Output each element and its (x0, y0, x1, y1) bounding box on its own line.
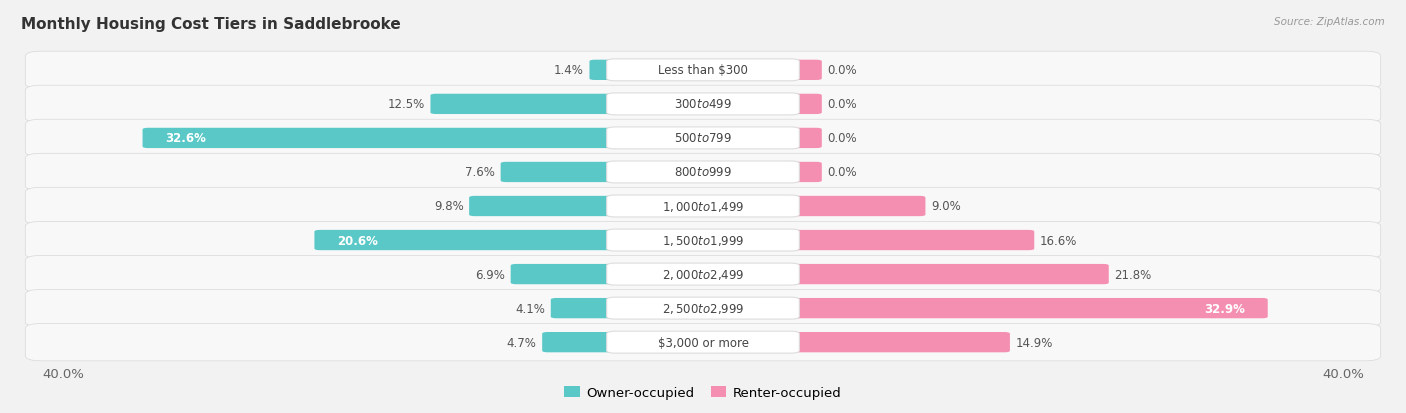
FancyBboxPatch shape (25, 324, 1381, 361)
Text: 9.8%: 9.8% (434, 200, 464, 213)
Text: 40.0%: 40.0% (42, 368, 84, 380)
FancyBboxPatch shape (785, 230, 1035, 251)
Text: 9.0%: 9.0% (931, 200, 960, 213)
Text: $1,500 to $1,999: $1,500 to $1,999 (662, 233, 744, 247)
Text: 0.0%: 0.0% (827, 132, 858, 145)
Text: 7.6%: 7.6% (465, 166, 495, 179)
Legend: Owner-occupied, Renter-occupied: Owner-occupied, Renter-occupied (560, 381, 846, 404)
FancyBboxPatch shape (607, 195, 799, 218)
FancyBboxPatch shape (510, 264, 621, 285)
FancyBboxPatch shape (785, 128, 821, 149)
Text: 12.5%: 12.5% (388, 98, 425, 111)
FancyBboxPatch shape (785, 298, 1268, 318)
FancyBboxPatch shape (607, 161, 799, 183)
Text: 0.0%: 0.0% (827, 98, 858, 111)
FancyBboxPatch shape (501, 162, 621, 183)
Text: 16.6%: 16.6% (1040, 234, 1077, 247)
Text: $500 to $799: $500 to $799 (673, 132, 733, 145)
FancyBboxPatch shape (25, 120, 1381, 157)
FancyBboxPatch shape (470, 196, 621, 217)
FancyBboxPatch shape (607, 263, 799, 285)
FancyBboxPatch shape (142, 128, 621, 149)
FancyBboxPatch shape (785, 332, 1010, 352)
FancyBboxPatch shape (607, 331, 799, 353)
FancyBboxPatch shape (25, 188, 1381, 225)
Text: 4.7%: 4.7% (506, 336, 537, 349)
Text: $2,500 to $2,999: $2,500 to $2,999 (662, 301, 744, 316)
FancyBboxPatch shape (785, 196, 925, 217)
FancyBboxPatch shape (25, 86, 1381, 123)
Text: 21.8%: 21.8% (1115, 268, 1152, 281)
Text: $3,000 or more: $3,000 or more (658, 336, 748, 349)
FancyBboxPatch shape (785, 61, 821, 81)
FancyBboxPatch shape (607, 297, 799, 319)
Text: 6.9%: 6.9% (475, 268, 505, 281)
FancyBboxPatch shape (25, 222, 1381, 259)
Text: $800 to $999: $800 to $999 (673, 166, 733, 179)
Text: $1,000 to $1,499: $1,000 to $1,499 (662, 199, 744, 214)
Text: 40.0%: 40.0% (1322, 368, 1364, 380)
Text: $300 to $499: $300 to $499 (673, 98, 733, 111)
Text: 20.6%: 20.6% (337, 234, 378, 247)
Text: Monthly Housing Cost Tiers in Saddlebrooke: Monthly Housing Cost Tiers in Saddlebroo… (21, 17, 401, 31)
Text: Source: ZipAtlas.com: Source: ZipAtlas.com (1274, 17, 1385, 26)
Text: 0.0%: 0.0% (827, 64, 858, 77)
FancyBboxPatch shape (25, 154, 1381, 191)
FancyBboxPatch shape (543, 332, 621, 352)
FancyBboxPatch shape (315, 230, 621, 251)
Text: 4.1%: 4.1% (515, 302, 546, 315)
FancyBboxPatch shape (785, 162, 821, 183)
Text: $2,000 to $2,499: $2,000 to $2,499 (662, 268, 744, 281)
FancyBboxPatch shape (589, 61, 621, 81)
FancyBboxPatch shape (25, 52, 1381, 89)
Text: 1.4%: 1.4% (554, 64, 583, 77)
Text: 14.9%: 14.9% (1015, 336, 1053, 349)
FancyBboxPatch shape (785, 95, 821, 115)
FancyBboxPatch shape (785, 264, 1109, 285)
FancyBboxPatch shape (607, 230, 799, 252)
FancyBboxPatch shape (607, 94, 799, 116)
FancyBboxPatch shape (430, 95, 621, 115)
Text: Less than $300: Less than $300 (658, 64, 748, 77)
Text: 32.9%: 32.9% (1205, 302, 1246, 315)
FancyBboxPatch shape (25, 290, 1381, 327)
Text: 32.6%: 32.6% (165, 132, 205, 145)
FancyBboxPatch shape (551, 298, 620, 318)
FancyBboxPatch shape (25, 256, 1381, 293)
FancyBboxPatch shape (607, 60, 799, 82)
FancyBboxPatch shape (607, 128, 799, 150)
Text: 0.0%: 0.0% (827, 166, 858, 179)
